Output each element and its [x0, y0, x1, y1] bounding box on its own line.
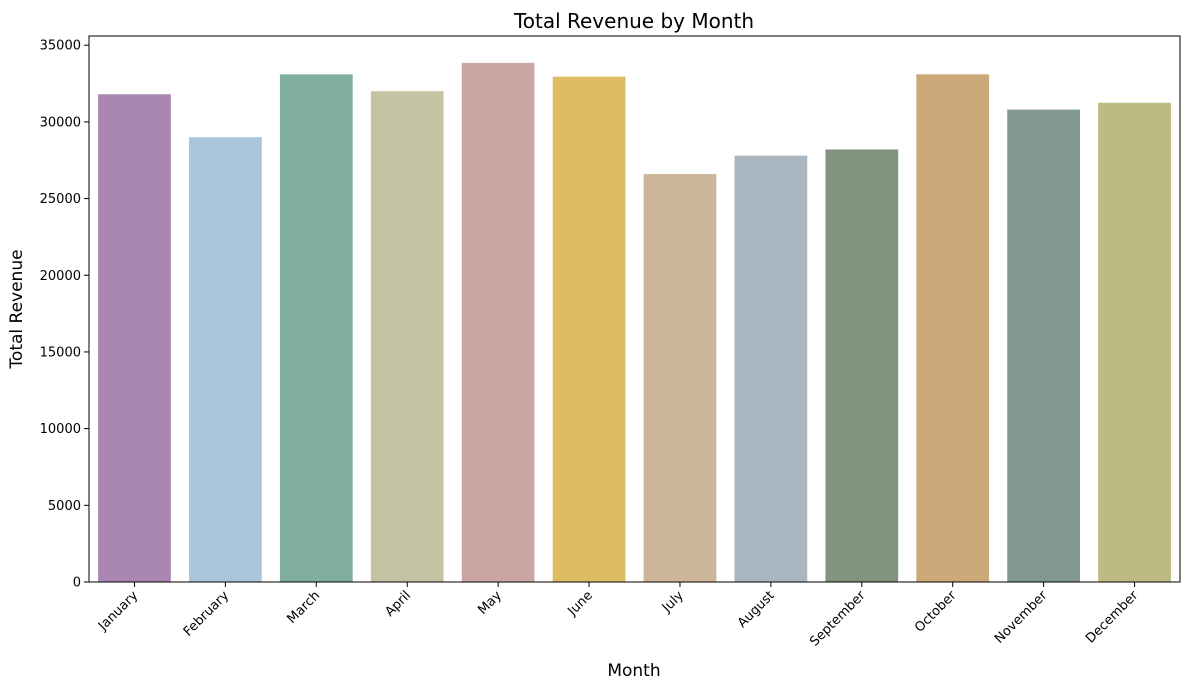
x-tick-label: August — [735, 588, 778, 631]
bar-august — [734, 155, 808, 582]
x-tick-label: June — [565, 588, 596, 619]
plot-area — [98, 62, 1171, 583]
x-tick-label: November — [992, 588, 1051, 647]
bar-january — [98, 94, 171, 583]
bar-september — [825, 149, 899, 582]
x-tick-label: March — [284, 588, 323, 627]
y-axis-label: Total Revenue — [7, 249, 27, 369]
bar-november — [1007, 109, 1080, 582]
y-tick-label: 0 — [73, 576, 81, 591]
bar-april — [370, 91, 444, 582]
plot-frame — [88, 35, 1181, 583]
x-tick-label: July — [659, 588, 687, 616]
y-tick-label: 15000 — [40, 345, 81, 360]
x-tick-label: September — [807, 588, 869, 650]
chart-title: Total Revenue by Month — [513, 9, 754, 33]
bar-may — [461, 62, 535, 582]
x-axis-label: Month — [607, 661, 660, 681]
y-tick-label: 5000 — [48, 499, 81, 514]
x-tick-label: April — [382, 588, 414, 620]
y-tick-label: 10000 — [40, 422, 81, 437]
bar-march — [279, 74, 353, 582]
y-tick-label: 25000 — [40, 192, 81, 207]
x-tick-label: February — [181, 588, 233, 640]
bar-july — [643, 174, 717, 583]
y-tick-label: 35000 — [40, 39, 81, 54]
y-tick-label: 20000 — [40, 269, 81, 284]
x-tick-label: May — [475, 588, 505, 618]
bar-october — [916, 74, 990, 582]
bar-december — [1098, 102, 1171, 582]
x-tick-label: December — [1083, 588, 1142, 647]
x-tick-label: October — [912, 588, 960, 636]
bar-february — [189, 137, 262, 582]
bar-june — [552, 76, 626, 583]
x-axis: January February March April May June July Augu… — [95, 582, 1142, 650]
y-tick-label: 30000 — [40, 115, 81, 130]
x-tick-label: January — [95, 588, 141, 634]
y-axis: 0 5000 10000 15000 20000 25000 30000 35000 — [40, 39, 89, 591]
